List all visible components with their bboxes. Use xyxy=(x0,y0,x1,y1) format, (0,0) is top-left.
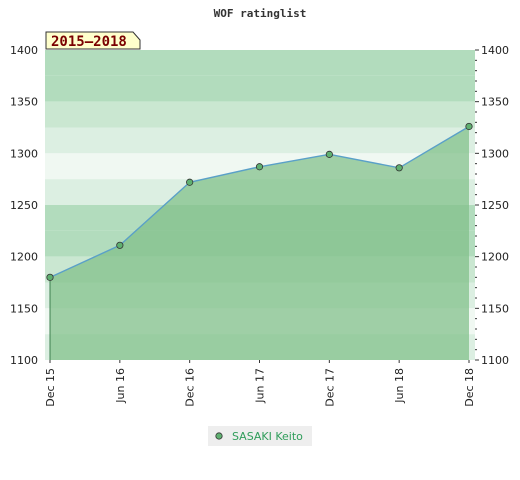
series-group xyxy=(46,122,473,360)
data-point xyxy=(395,164,403,172)
y-tick-label-left: 1250 xyxy=(10,199,38,212)
data-point xyxy=(46,273,54,281)
data-point xyxy=(325,150,333,158)
x-tick-label: Jun 16 xyxy=(114,368,127,404)
data-point xyxy=(116,241,124,249)
y-tick-label-right: 1100 xyxy=(481,354,509,367)
background-band xyxy=(45,50,475,76)
y-tick-label-right: 1350 xyxy=(481,96,509,109)
x-tick-label: Jun 17 xyxy=(254,368,267,404)
y-tick-label-right: 1150 xyxy=(481,302,509,315)
x-tick-label: Dec 18 xyxy=(463,368,476,407)
x-tick-label: Dec 17 xyxy=(323,368,336,407)
data-point xyxy=(186,178,194,186)
axes: 1100 1100 1150 1150 1200 1200 1250 1250 1300 1300… xyxy=(10,44,509,407)
range-badge-text: 2015–2018 xyxy=(51,34,127,50)
y-tick-label-right: 1400 xyxy=(481,44,509,57)
legend-label: SASAKI Keito xyxy=(232,430,303,443)
y-tick-label-left: 1150 xyxy=(10,302,38,315)
y-tick-label-left: 1100 xyxy=(10,354,38,367)
legend-box xyxy=(208,426,312,446)
x-tick-label: Dec 15 xyxy=(44,368,57,407)
data-point xyxy=(255,163,264,171)
y-tick-label-left: 1200 xyxy=(10,251,38,264)
background-band xyxy=(45,75,475,102)
legend-marker-icon xyxy=(215,432,223,440)
background-band xyxy=(45,101,475,128)
y-tick-label-left: 1350 xyxy=(10,96,38,109)
x-tick-label: Jun 18 xyxy=(393,368,406,404)
y-tick-label-left: 1300 xyxy=(10,147,38,160)
y-tick-label-right: 1250 xyxy=(481,199,509,212)
y-tick-label-right: 1200 xyxy=(481,251,509,264)
y-tick-label-right: 1300 xyxy=(481,147,509,160)
data-point xyxy=(465,122,473,131)
series-area xyxy=(50,126,469,360)
range-badge: 2015–2018 xyxy=(45,31,141,50)
background-band xyxy=(45,127,475,154)
chart-title: WOF ratinglist xyxy=(214,7,307,20)
legend: SASAKI Keito xyxy=(208,426,312,446)
x-tick-label: Dec 16 xyxy=(184,368,197,407)
y-tick-label-left: 1400 xyxy=(10,44,38,57)
